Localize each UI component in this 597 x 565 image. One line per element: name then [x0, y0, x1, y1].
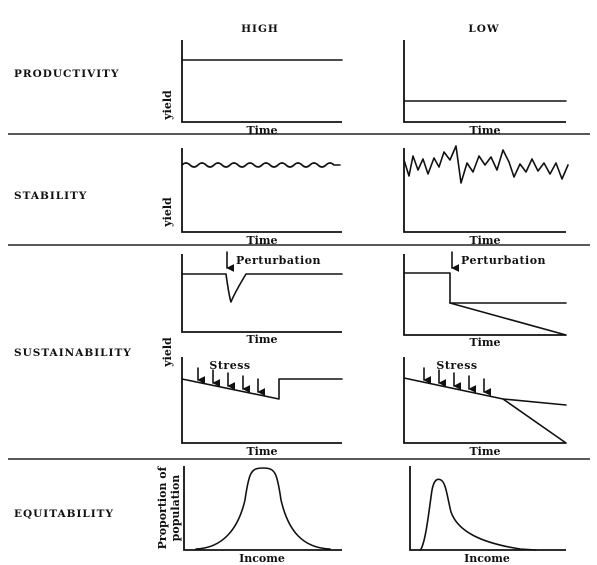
column-header-high: HIGH — [241, 23, 279, 35]
axes — [181, 148, 342, 233]
x-axis-label: Income — [464, 552, 510, 565]
axes — [403, 148, 566, 233]
yield-line-upper — [403, 377, 567, 406]
axes — [183, 466, 342, 551]
axes — [403, 357, 566, 444]
axes — [181, 40, 342, 123]
axes — [403, 254, 566, 336]
x-axis-label: Time — [469, 234, 500, 247]
panel-equitability-high: Proportion of population Income — [156, 465, 342, 565]
yield-line-lower — [502, 398, 567, 444]
panel-productivity-low: Time — [403, 40, 567, 137]
distribution-curve — [195, 467, 331, 550]
axes — [409, 466, 566, 551]
row-label-equitability: EQUITABILITY — [14, 508, 114, 520]
panel-equitability-low: Income — [409, 466, 566, 565]
distribution-curve — [420, 478, 537, 551]
panel-stability-high: yield Time — [161, 148, 342, 247]
row-label-sustainability: SUSTAINABILITY — [14, 347, 132, 359]
y-axis-label-line1: Proportion of — [156, 465, 169, 549]
yield-line-upper — [403, 272, 567, 304]
yield-line — [403, 145, 569, 184]
y-axis-label: yield — [161, 90, 174, 121]
panel-stress-high: Stress Time — [181, 357, 343, 458]
y-axis-label-sustainability: yield — [161, 337, 174, 368]
yield-line — [181, 162, 341, 168]
x-axis-label: Time — [246, 234, 277, 247]
row-label-stability: STABILITY — [14, 190, 87, 202]
axes — [181, 254, 342, 333]
panel-stress-low: Stress Time — [403, 357, 567, 458]
perturbation-label: Perturbation — [461, 254, 546, 267]
column-header-low: LOW — [468, 23, 499, 35]
x-axis-label: Time — [469, 336, 500, 349]
y-axis-label: yield — [161, 197, 174, 228]
yield-line-lower — [449, 302, 567, 336]
x-axis-label: Time — [246, 333, 277, 346]
x-axis-label: Time — [246, 445, 277, 458]
x-axis-label: Income — [239, 552, 285, 565]
axes — [403, 40, 566, 123]
perturbation-label: Perturbation — [236, 254, 321, 267]
stress-label: Stress — [209, 359, 250, 372]
y-axis-label-line2: population — [169, 475, 182, 542]
yield-line — [181, 273, 343, 303]
axes — [181, 357, 342, 444]
panel-productivity-high: yield Time — [161, 40, 343, 137]
yield-line — [181, 378, 343, 400]
panel-stability-low: Time — [403, 145, 569, 247]
x-axis-label: Time — [469, 445, 500, 458]
stress-label: Stress — [436, 359, 477, 372]
panel-perturbation-high: Perturbation Time — [181, 251, 343, 346]
row-label-productivity: PRODUCTIVITY — [14, 68, 119, 80]
panel-perturbation-low: Perturbation Time — [403, 251, 567, 349]
x-axis-label: Time — [469, 124, 500, 137]
x-axis-label: Time — [246, 124, 277, 137]
